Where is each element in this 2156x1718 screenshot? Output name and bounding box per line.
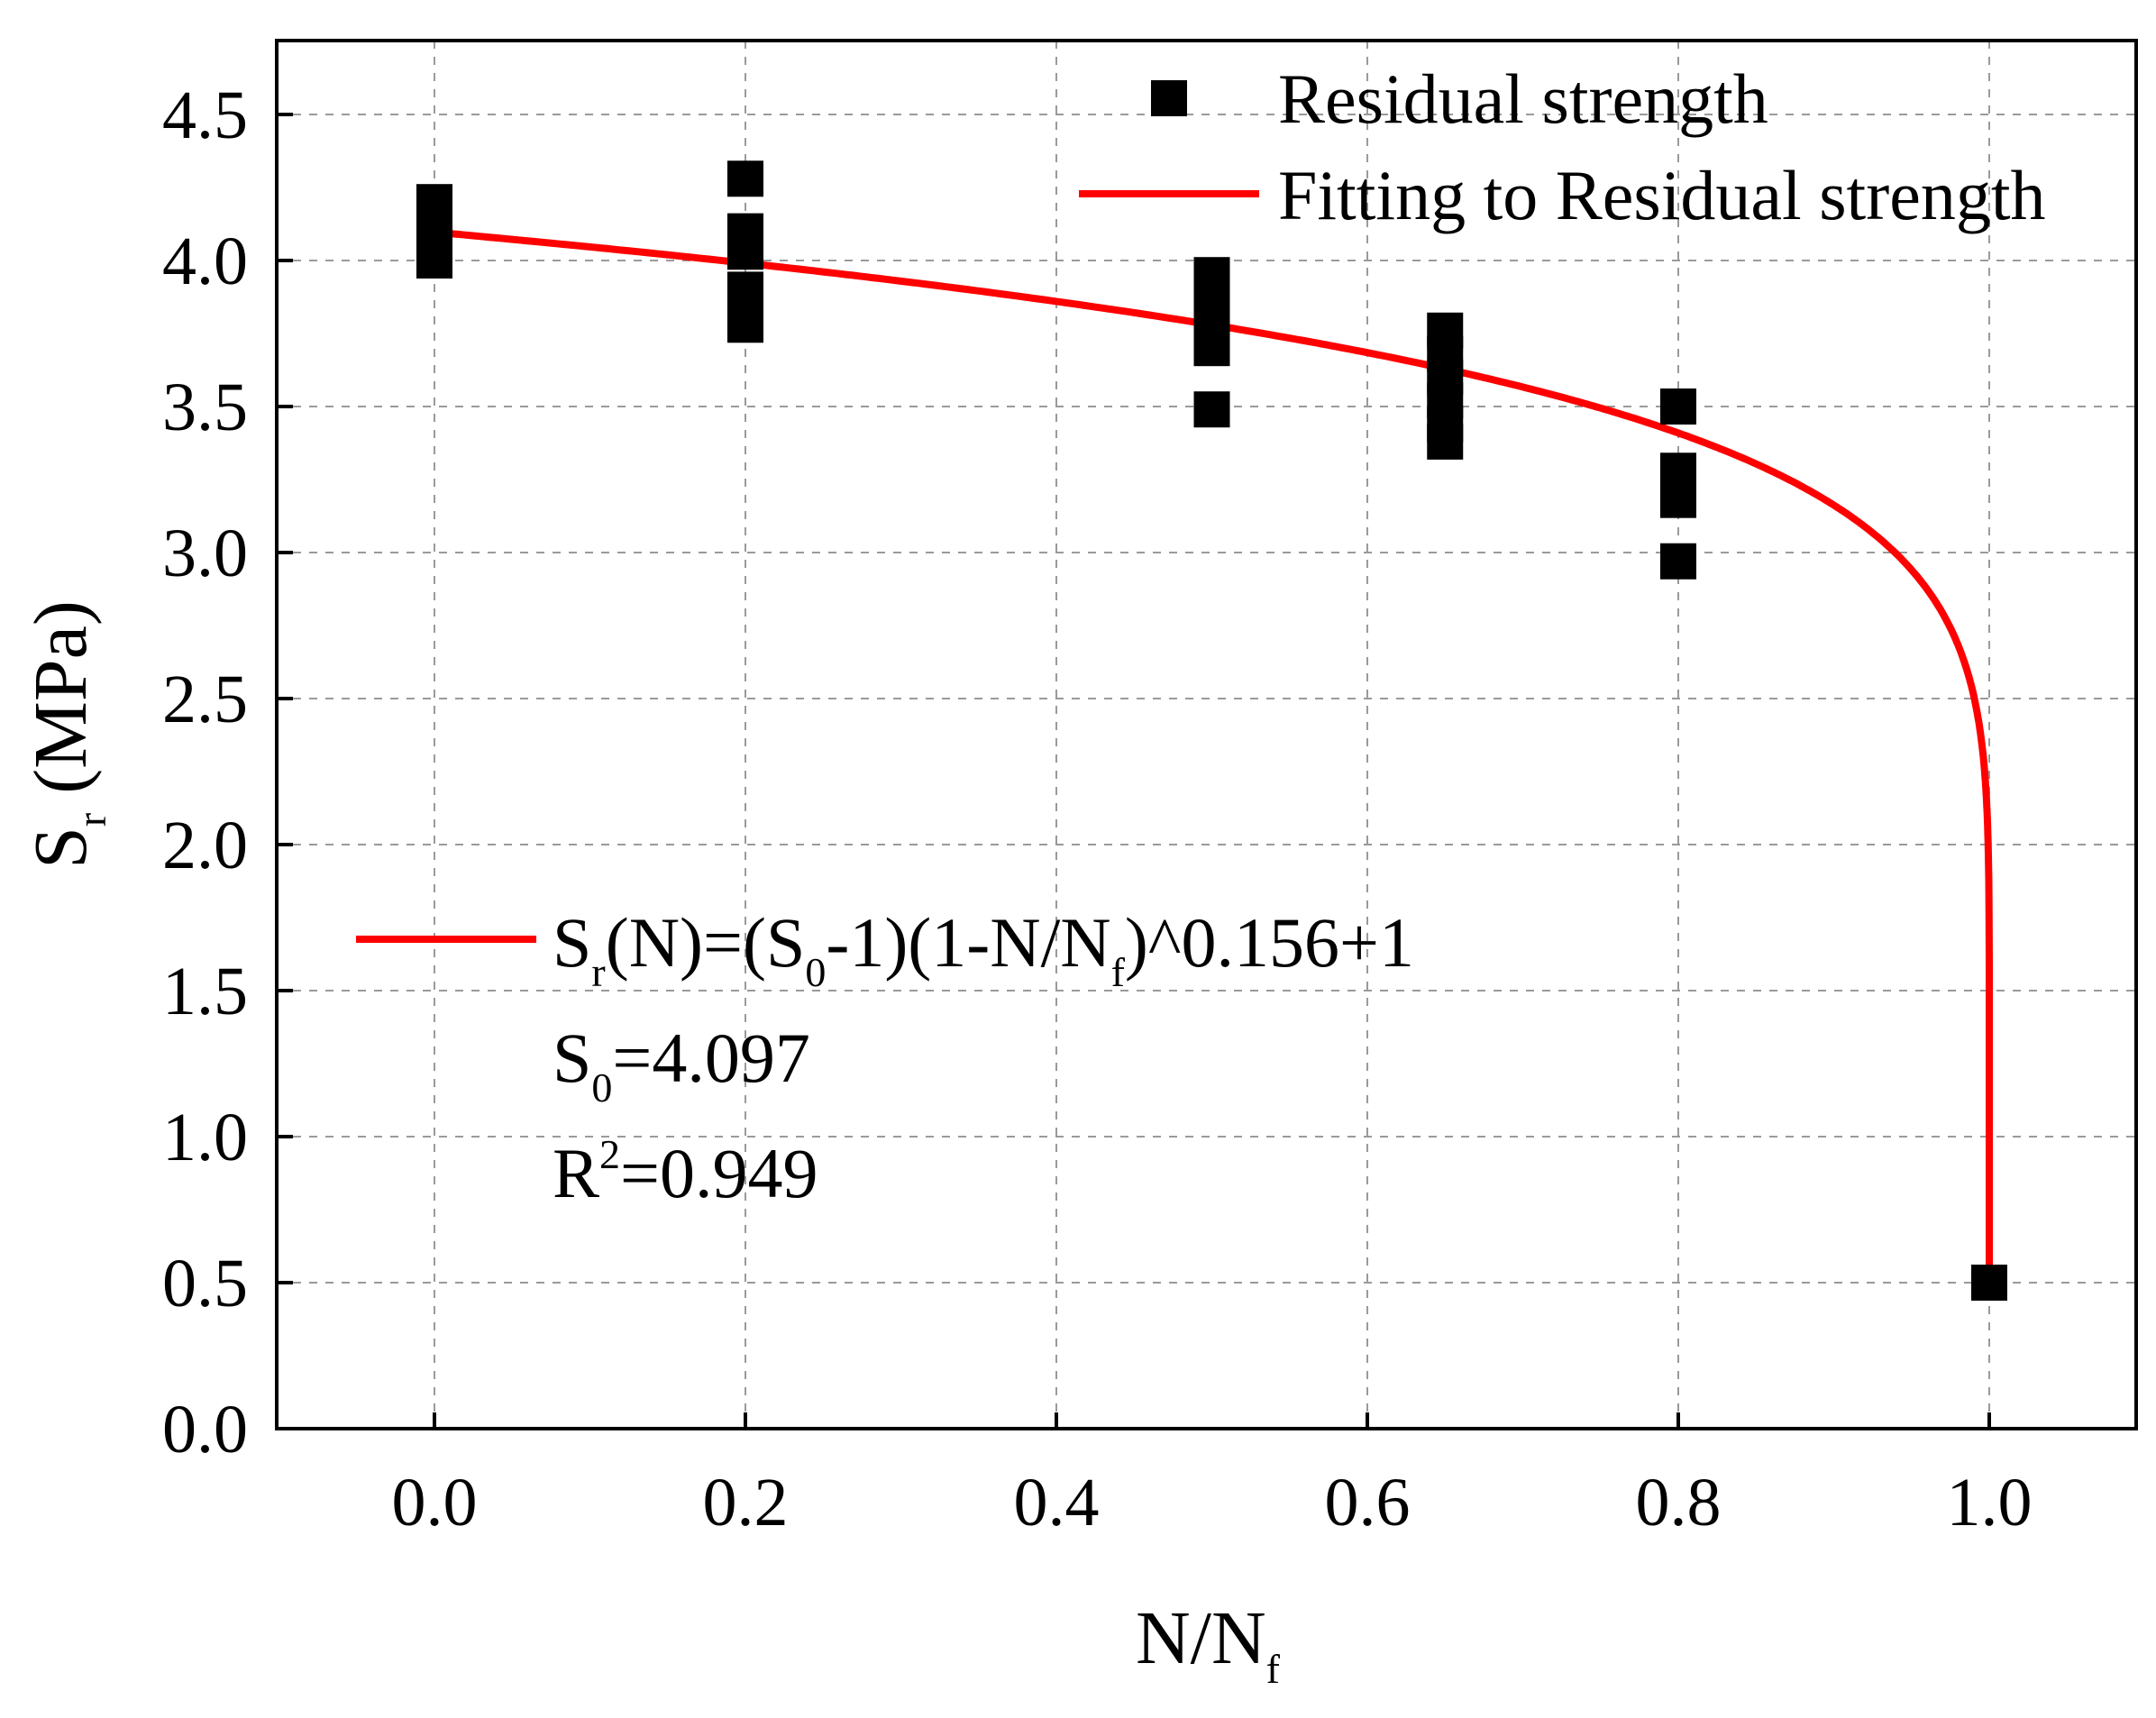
data-markers <box>416 160 2007 1301</box>
data-point <box>1427 423 1464 460</box>
fit-curve-layer <box>431 228 1993 1286</box>
y-tick-label: 3.5 <box>162 370 248 445</box>
legend-label-fitting: Fitting to Residual strength <box>1278 156 2046 234</box>
y-tick-label: 4.0 <box>162 224 248 299</box>
legend: Residual strength Fitting to Residual st… <box>1079 59 2046 234</box>
y-tick-label: 2.5 <box>162 662 248 737</box>
y-axis-title: Sr (MPa) <box>19 600 114 869</box>
axis-ticks <box>277 113 1991 1430</box>
data-point <box>416 242 452 279</box>
eq-sub-f: f <box>1111 949 1126 995</box>
s0-value: =4.097 <box>612 1019 810 1097</box>
x-tick-label: 0.0 <box>392 1465 478 1540</box>
x-axis-title-main: N/N <box>1136 1596 1266 1680</box>
x-tick-label: 0.2 <box>703 1465 789 1540</box>
data-point <box>1193 330 1230 367</box>
annotation-r2: R2=0.949 <box>553 1131 818 1212</box>
fit-curve <box>431 228 1993 1286</box>
data-point <box>1971 1265 2007 1301</box>
data-point <box>1660 481 1696 518</box>
r2-value: =0.949 <box>620 1134 818 1212</box>
y-axis-title-unit: (MPa) <box>19 600 103 813</box>
x-tick-labels: 0.0 0.2 0.4 0.6 0.8 1.0 <box>392 1465 2033 1540</box>
y-tick-label: 4.5 <box>162 78 248 153</box>
data-point <box>727 233 763 270</box>
data-point <box>727 306 763 343</box>
y-axis-title-sub: r <box>69 813 114 827</box>
y-tick-label: 1.5 <box>162 954 248 1029</box>
data-point <box>1660 388 1696 425</box>
r2-part-r: R <box>553 1134 599 1212</box>
eq-part-b: (N)=(S <box>606 903 806 982</box>
x-tick-label: 0.6 <box>1325 1465 1411 1540</box>
annotation-s0: S0=4.097 <box>553 1019 810 1110</box>
data-point <box>727 160 763 197</box>
annotation-equation: Sr(N)=(S0-1)(1-N/Nf)^0.156+1 <box>553 903 1414 995</box>
data-point <box>1660 543 1696 580</box>
eq-part-d: )^0.156+1 <box>1125 903 1414 982</box>
y-tick-label: 3.0 <box>162 516 248 591</box>
data-point <box>727 271 763 308</box>
y-tick-label: 1.0 <box>162 1100 248 1175</box>
y-tick-labels: 0.0 0.5 1.0 1.5 2.0 2.5 3.0 3.5 4.0 4.5 <box>162 78 248 1467</box>
eq-part-s: S <box>553 903 591 982</box>
x-tick-label: 0.8 <box>1636 1465 1722 1540</box>
plot-frame <box>275 39 2138 1430</box>
data-point <box>1193 391 1230 428</box>
eq-sub-r: r <box>591 949 605 995</box>
x-axis-title-sub: f <box>1266 1646 1281 1692</box>
y-tick-label: 0.0 <box>162 1392 248 1467</box>
x-axis-title: N/Nf <box>1136 1596 1281 1692</box>
r2-sup-2: 2 <box>599 1131 620 1177</box>
legend-label-residual-strength: Residual strength <box>1278 59 1768 138</box>
y-axis-title-main: S <box>19 827 103 869</box>
x-tick-label: 0.4 <box>1014 1465 1100 1540</box>
eq-sub-0: 0 <box>805 949 826 995</box>
y-tick-label: 2.0 <box>162 808 248 883</box>
x-tick-label: 1.0 <box>1947 1465 2033 1540</box>
legend-marker-residual-strength <box>1151 80 1187 116</box>
y-tick-label: 0.5 <box>162 1246 248 1321</box>
fit-annotation: Sr(N)=(S0-1)(1-N/Nf)^0.156+1 S0=4.097 R2… <box>356 903 1414 1212</box>
eq-part-c: -1)(1-N/N <box>826 903 1110 982</box>
s0-sub-0: 0 <box>591 1065 612 1110</box>
s0-part-s: S <box>553 1019 591 1097</box>
